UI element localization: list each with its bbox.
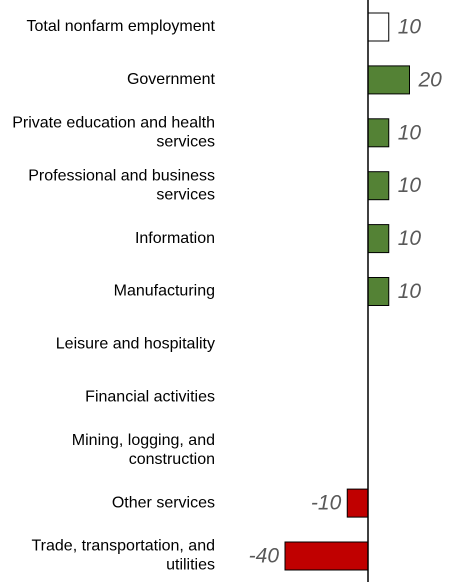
category-label: Professional and business services bbox=[28, 167, 215, 203]
bars-layer bbox=[284, 12, 410, 571]
category-label: Other services bbox=[112, 494, 215, 511]
data-label: 10 bbox=[398, 280, 422, 303]
category-label: Total nonfarm employment bbox=[26, 18, 215, 35]
category-label: Private education and health services bbox=[12, 115, 215, 151]
category-labels: Total nonfarm employment Government Privat… bbox=[12, 18, 215, 574]
bar-2 bbox=[367, 118, 390, 148]
bar-9 bbox=[346, 488, 369, 518]
category-label: Financial activities bbox=[85, 389, 215, 406]
bar-10 bbox=[284, 541, 369, 571]
category-label: Information bbox=[135, 230, 215, 247]
data-label: 10 bbox=[398, 174, 422, 197]
category-label: Manufacturing bbox=[114, 283, 215, 300]
bar-0 bbox=[367, 12, 390, 42]
data-label: 20 bbox=[418, 68, 443, 91]
bar-4 bbox=[367, 224, 390, 254]
category-label: Trade, transportation, and utilities bbox=[31, 538, 215, 574]
data-label: 10 bbox=[398, 121, 422, 144]
data-label: 10 bbox=[398, 227, 422, 250]
category-label: Mining, logging, and construction bbox=[72, 432, 215, 468]
data-labels: 10 20 10 10 10 10 -10 -40 bbox=[249, 16, 443, 568]
data-label: -10 bbox=[311, 492, 342, 515]
data-label: -40 bbox=[249, 545, 280, 568]
bar-5 bbox=[367, 277, 390, 306]
category-label: Leisure and hospitality bbox=[56, 336, 215, 353]
category-label: Government bbox=[127, 71, 216, 88]
bar-1 bbox=[367, 65, 410, 95]
data-label: 10 bbox=[398, 16, 422, 39]
bar-3 bbox=[367, 171, 390, 201]
